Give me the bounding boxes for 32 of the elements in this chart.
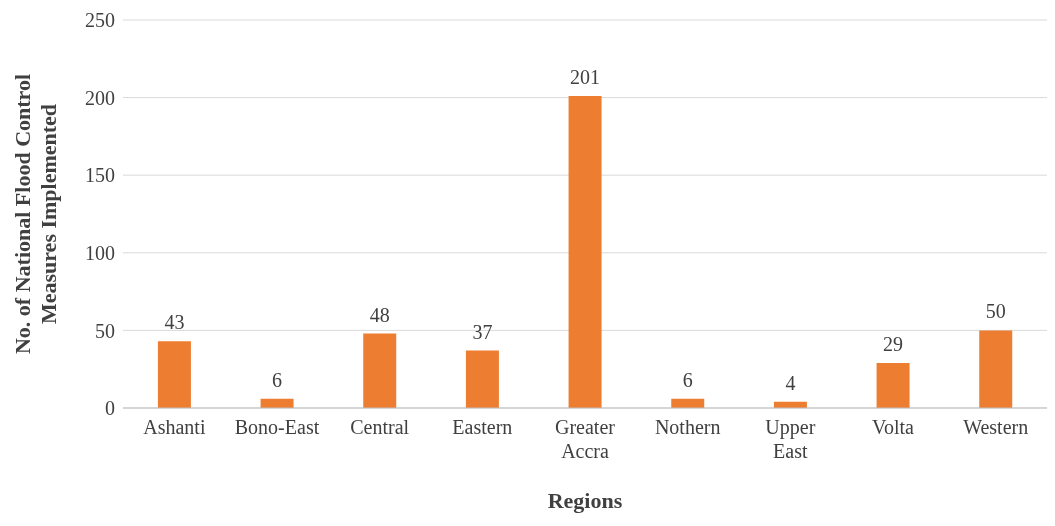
bar <box>979 330 1013 408</box>
y-tick-label: 50 <box>95 319 115 342</box>
data-label: 50 <box>985 300 1006 323</box>
x-tick-label: Bono-East <box>234 416 320 438</box>
data-label: 37 <box>472 320 493 343</box>
data-label: 48 <box>369 303 390 326</box>
x-tick-label: Nothern <box>654 416 721 438</box>
y-tick-label: 0 <box>105 397 115 420</box>
bar <box>157 341 191 408</box>
data-label: 43 <box>164 311 185 334</box>
y-tick-label: 100 <box>85 241 115 264</box>
x-tick-label: Central <box>350 416 410 438</box>
data-label: 29 <box>883 332 904 355</box>
x-tick-label: Western <box>963 416 1029 438</box>
bar <box>876 362 910 408</box>
x-tick-label: Volta <box>872 416 915 438</box>
data-label: 6 <box>272 368 283 391</box>
y-axis-title: No. of National Flood Control Measures Implemented <box>10 73 61 355</box>
x-tick-label: Ashanti <box>143 416 206 438</box>
data-label: 4 <box>785 371 796 394</box>
x-tick-label: Greater Accra <box>555 416 616 462</box>
bar <box>465 350 499 408</box>
bar <box>363 333 397 408</box>
data-label: 201 <box>570 66 601 89</box>
x-axis-title: Regions <box>547 488 623 513</box>
x-tick-label: Upper East <box>765 416 816 462</box>
y-tick-label: 150 <box>85 164 115 187</box>
y-tick-label: 250 <box>85 9 115 32</box>
data-label: 6 <box>682 368 693 391</box>
bar <box>568 96 602 408</box>
x-tick-label: Eastern <box>452 416 513 438</box>
y-tick-label: 200 <box>85 86 115 109</box>
